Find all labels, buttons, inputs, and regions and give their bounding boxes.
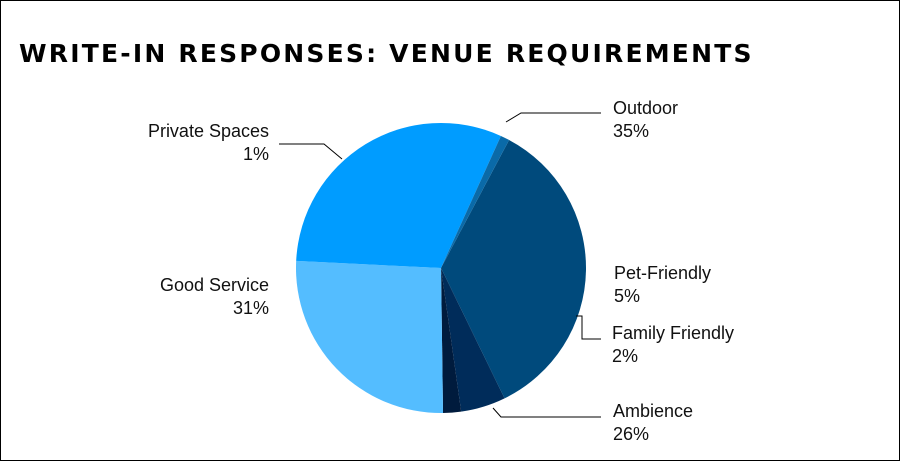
leader-line-outdoor [505, 112, 601, 123]
slice-value-outdoor: 35% [613, 121, 649, 141]
pie-slice-private-spaces [441, 135, 510, 268]
pie-slice-pet-friendly [441, 268, 505, 412]
slice-label-private-spaces: Private Spaces [148, 121, 269, 141]
leader-line-family-friendly [576, 315, 601, 340]
slice-label-family-friendly: Family Friendly [612, 323, 734, 343]
pie-slice-good-service [296, 122, 501, 268]
slice-value-family-friendly: 2% [612, 346, 638, 366]
pie-slice-outdoor [441, 139, 587, 399]
slice-value-pet-friendly: 5% [614, 286, 640, 306]
slice-label-outdoor: Outdoor [613, 98, 678, 118]
leader-line-ambience [492, 407, 601, 418]
slice-value-private-spaces: 1% [243, 144, 269, 164]
pie-slice-family-friendly [441, 268, 462, 413]
pie-slice-ambience [295, 260, 444, 414]
leader-line-private-spaces [279, 143, 343, 160]
chart-title: WRITE-IN RESPONSES: VENUE REQUIREMENTS [19, 39, 754, 68]
slice-label-good-service: Good Service [160, 275, 269, 295]
slice-label-ambience: Ambience [613, 401, 693, 421]
slice-label-pet-friendly: Pet-Friendly [614, 263, 711, 283]
slice-value-good-service: 31% [233, 298, 269, 318]
slice-value-ambience: 26% [613, 424, 649, 444]
